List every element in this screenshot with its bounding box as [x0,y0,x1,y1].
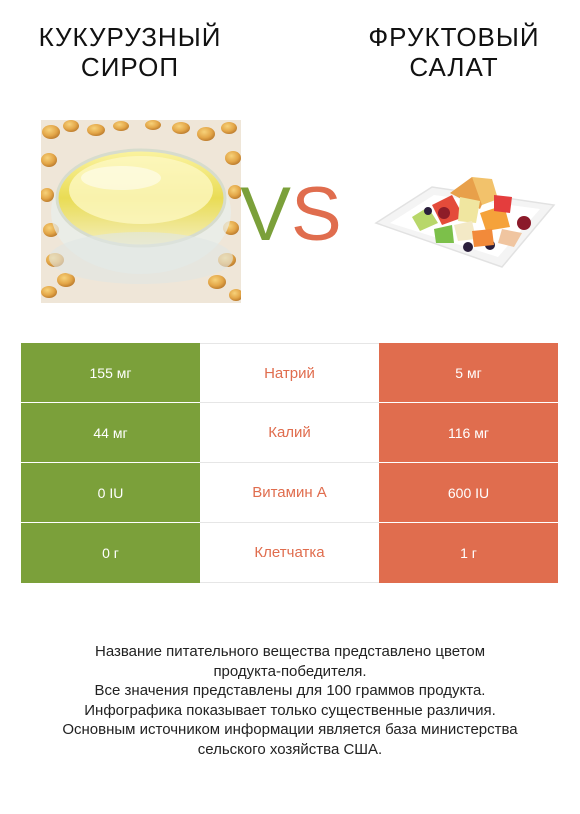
table-row: 44 мг Калий 116 мг [21,403,558,463]
footer-line: сельского хозяйства США. [197,740,383,758]
left-title-line1: КУКУРУЗНЫЙ [38,22,222,52]
nutrient-label: Клетчатка [200,523,379,583]
left-value: 155 мг [21,343,200,403]
right-title-line2: САЛАТ [409,52,499,82]
table-row: 0 г Клетчатка 1 г [21,523,558,583]
vs-v: V [240,172,291,257]
right-value: 1 г [379,523,558,583]
footer-note: Название питательного вещества представл… [20,642,560,759]
footer-line: Название питательного вещества представл… [94,643,486,660]
comparison-table: 155 мг Натрий 5 мг 44 мг Калий 116 мг 0 … [21,343,558,583]
nutrient-label: Калий [200,403,379,463]
fruit-salad-image [372,165,558,275]
footer-line: продукта-победителя. [213,662,367,680]
table-row: 155 мг Натрий 5 мг [21,343,558,403]
left-value: 0 IU [21,463,200,523]
nutrient-label: Витамин A [200,463,379,523]
left-value: 0 г [21,523,200,583]
table-row: 0 IU Витамин A 600 IU [21,463,558,523]
right-value: 5 мг [379,343,558,403]
right-title-line1: ФРУКТОВЫЙ [368,22,540,52]
nutrient-label: Натрий [200,343,379,403]
left-value: 44 мг [21,403,200,463]
vs-s: S [291,172,342,257]
right-product-title: ФРУКТОВЫЙ САЛАТ [334,22,574,82]
right-value: 116 мг [379,403,558,463]
vs-label: VS [226,170,356,260]
right-value: 600 IU [379,463,558,523]
footer-line: Основным источником информации является … [62,721,518,738]
left-title-line2: СИРОП [80,52,180,82]
footer-line: Инфографика показывает только существенн… [84,701,496,719]
left-product-title: КУКУРУЗНЫЙ СИРОП [10,22,250,82]
corn-syrup-image [41,120,241,303]
footer-line: Все значения представлены для 100 граммо… [94,682,486,699]
